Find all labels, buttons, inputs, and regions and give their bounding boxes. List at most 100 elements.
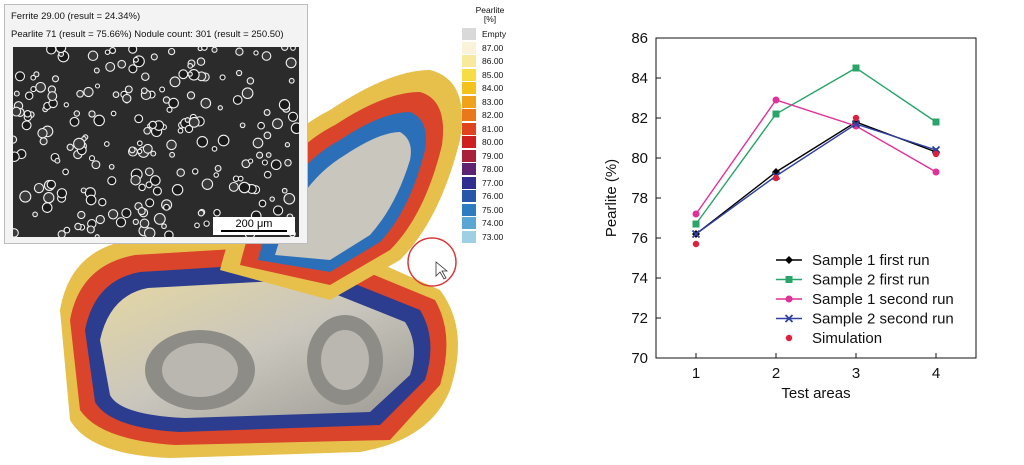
nodule — [186, 91, 196, 100]
nodule — [80, 187, 87, 194]
legend-entry: Sample 1 second run — [776, 291, 954, 308]
nodule — [117, 59, 127, 69]
nodule — [153, 212, 166, 225]
nodule — [108, 163, 115, 170]
nodule — [201, 178, 214, 190]
legend-label: 85.00 — [482, 69, 504, 80]
data-point — [785, 334, 793, 342]
nodule — [169, 151, 176, 158]
nodule — [46, 47, 57, 55]
legend-swatch — [462, 176, 476, 189]
nodule — [13, 106, 22, 117]
legend-title: Pearlite [%] — [475, 5, 505, 24]
legend-swatch — [462, 203, 476, 216]
nodule — [93, 114, 105, 127]
legend-entry: Sample 1 first run — [776, 252, 930, 269]
nodule — [104, 49, 111, 55]
nodule — [145, 198, 155, 208]
x-tick-label: 1 — [692, 365, 700, 382]
legend-label: 84.00 — [482, 83, 504, 93]
nodule — [196, 136, 209, 148]
legend-swatch — [462, 41, 476, 54]
nodule — [171, 184, 184, 196]
nodule — [19, 190, 32, 203]
nodule — [272, 205, 284, 216]
nodule — [143, 227, 156, 237]
nodule — [110, 110, 117, 117]
nodule — [63, 102, 69, 108]
y-tick-label: 70 — [631, 350, 648, 367]
cursor-icon — [435, 261, 449, 280]
nodule — [140, 87, 148, 95]
nodule — [281, 187, 288, 194]
nodule — [261, 159, 268, 166]
nodule — [57, 230, 66, 237]
micrograph-inset: Ferrite 29.00 (result = 24.34%) Pearlite… — [4, 4, 308, 244]
legend-label: Sample 2 first run — [812, 272, 930, 289]
nodule — [191, 168, 199, 175]
legend-swatch — [462, 217, 476, 229]
nodule — [23, 110, 32, 118]
pearlite-color-legend: Pearlite [%] Empty 87.00 86.00 85.00 84.00 83… — [462, 4, 518, 252]
data-point — [932, 168, 940, 176]
data-point — [772, 110, 780, 118]
legend-label: Sample 1 first run — [812, 252, 930, 269]
nodule — [235, 47, 244, 56]
data-point — [785, 276, 793, 283]
legend-label: 74.00 — [482, 218, 504, 228]
nodule — [217, 134, 230, 147]
legend-label: Sample 2 second run — [812, 311, 954, 328]
nodule — [237, 175, 244, 182]
legend-label: 75.00 — [482, 204, 504, 215]
nodule — [258, 199, 267, 208]
data-point — [692, 240, 700, 248]
nodule — [24, 91, 34, 101]
nodule-pattern — [13, 47, 299, 237]
nodule — [150, 150, 157, 157]
nodule — [187, 63, 194, 69]
nodule — [30, 86, 37, 93]
y-tick-label: 72 — [631, 310, 648, 327]
nodule — [239, 122, 246, 129]
nodule — [241, 87, 254, 100]
nodule — [13, 151, 20, 162]
nodule — [128, 47, 138, 54]
nodule — [136, 140, 143, 147]
data-point — [932, 118, 940, 126]
legend-label: 78.00 — [482, 164, 504, 174]
nodule — [124, 85, 133, 94]
nodule — [51, 75, 60, 83]
nodule — [270, 159, 282, 171]
nodule — [203, 220, 210, 227]
legend-label: 76.00 — [482, 191, 504, 201]
series-line — [695, 99, 937, 215]
nodule — [128, 64, 138, 74]
nodule — [63, 226, 71, 234]
nodule — [41, 202, 53, 213]
nodule — [134, 114, 144, 124]
nodule — [214, 164, 222, 172]
nodule — [83, 86, 94, 98]
nodule — [47, 91, 58, 102]
nodule — [167, 47, 176, 56]
nodule — [14, 71, 26, 82]
legend-swatch — [462, 95, 476, 108]
legend-label: 82.00 — [482, 110, 504, 120]
nodule — [213, 172, 219, 178]
nodule — [139, 218, 150, 229]
nodule — [137, 148, 143, 155]
nodule — [13, 228, 19, 237]
nodule — [30, 74, 37, 81]
y-tick-label: 86 — [631, 30, 648, 47]
nodule — [261, 51, 272, 61]
nodule — [163, 203, 170, 211]
nodule — [145, 181, 153, 189]
legend-label: 77.00 — [482, 177, 504, 188]
legend-swatch — [462, 190, 476, 202]
nodule — [150, 53, 158, 61]
nodule — [272, 118, 283, 130]
data-point — [785, 256, 793, 264]
nodule — [197, 209, 205, 217]
nodule — [74, 222, 82, 231]
nodule — [103, 141, 110, 147]
